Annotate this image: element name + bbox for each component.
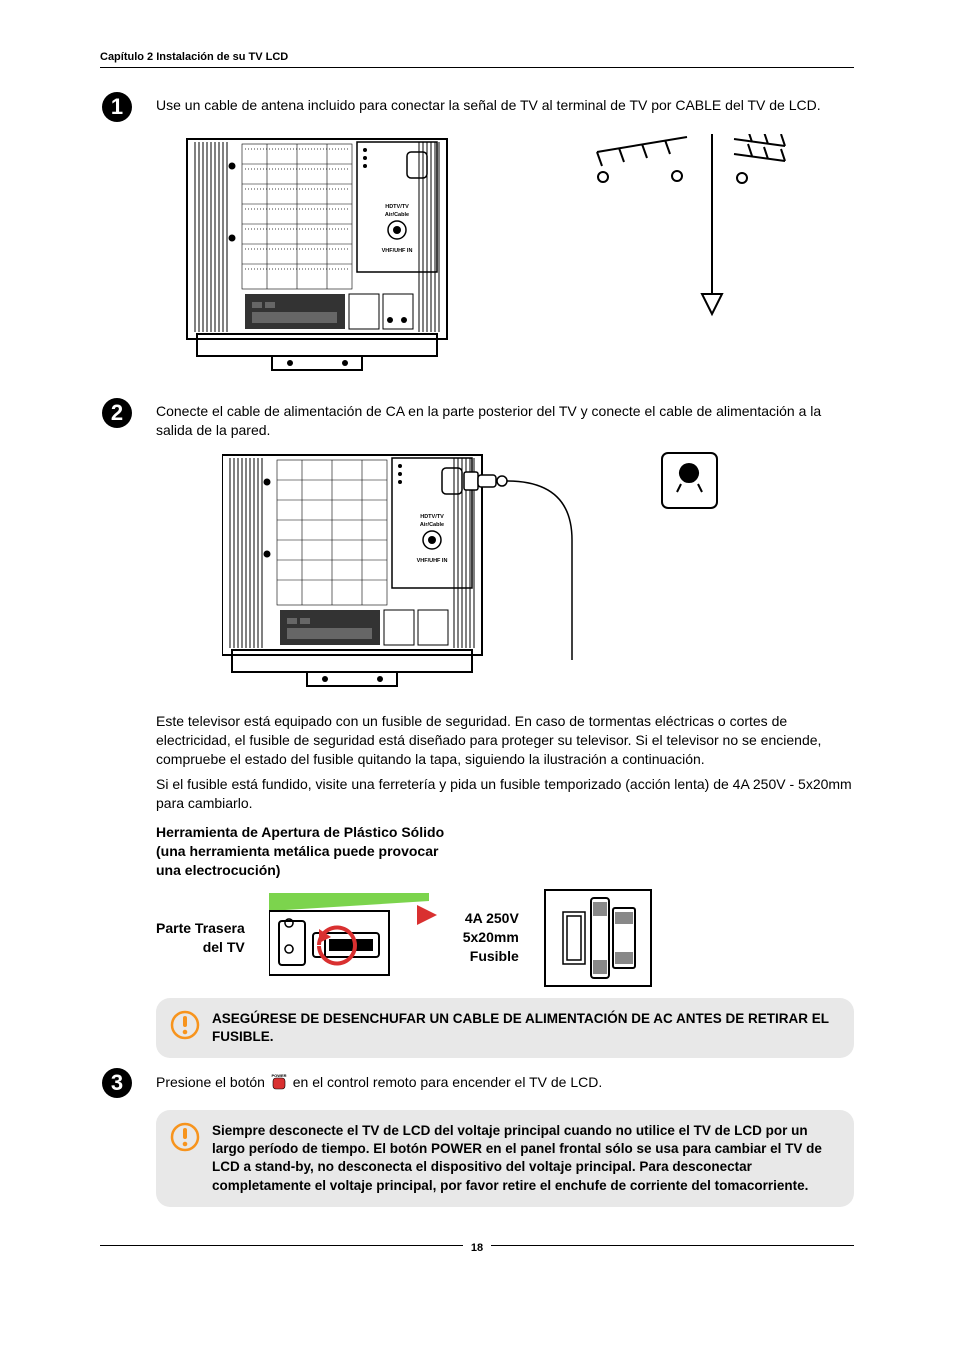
step-2-text: Conecte el cable de alimentación de CA e…	[156, 402, 854, 440]
step-2-fuse-text: Este televisor está equipado con un fusi…	[100, 712, 854, 769]
fuse-open-diagram	[269, 893, 439, 983]
step-2: 2 Conecte el cable de alimentación de CA…	[100, 402, 854, 440]
svg-text:HDTV/TV: HDTV/TV	[385, 204, 409, 210]
warning-power-text: Siempre desconecte el TV de LCD del volt…	[212, 1122, 838, 1195]
step-number-1: 1	[100, 90, 134, 124]
warning-callout-fuse: ASEGÚRESE DE DESENCHUFAR UN CABLE DE ALI…	[156, 998, 854, 1058]
step-number-2: 2	[100, 396, 134, 430]
chapter-header: Capítulo 2 Instalación de su TV LCD	[100, 50, 854, 68]
svg-text:3: 3	[111, 1070, 123, 1095]
warning-callout-power: Siempre desconecte el TV de LCD del volt…	[156, 1110, 854, 1207]
svg-text:Air/Cable: Air/Cable	[420, 522, 444, 528]
svg-text:POWER: POWER	[271, 1073, 286, 1078]
svg-text:VHF/UHF IN: VHF/UHF IN	[382, 248, 413, 254]
step-2-diagram: HDTV/TV Air/Cable VHF/UHF IN	[100, 450, 854, 695]
svg-text:Air/Cable: Air/Cable	[385, 212, 409, 218]
back-label-1: Parte Trasera	[156, 920, 245, 936]
svg-text:VHF/UHF IN: VHF/UHF IN	[417, 558, 448, 564]
fuse-spec-3: Fusible	[470, 948, 519, 964]
tool-label: Herramienta de Apertura de Plástico Sóli…	[156, 823, 466, 880]
warning-fuse-text: ASEGÚRESE DE DESENCHUFAR UN CABLE DE ALI…	[212, 1010, 838, 1046]
step-3: 3 Presione el botón POWER en el control …	[100, 1072, 854, 1100]
fuse-spec-2: 5x20mm	[463, 929, 519, 945]
step-2-fuse-text-2: Si el fusible está fundido, visite una f…	[100, 775, 854, 813]
svg-text:HDTV/TV: HDTV/TV	[420, 514, 444, 520]
step-1: 1 Use un cable de antena incluido para c…	[100, 96, 854, 124]
fuse-diagram-row: Parte Trasera del TV 4A 250V 5x20mm Fusi…	[100, 888, 854, 988]
page-footer: 18	[100, 1237, 854, 1256]
step-number-3: 3	[100, 1066, 134, 1100]
page-number: 18	[463, 1241, 491, 1256]
step-3-text: Presione el botón POWER en el control re…	[156, 1072, 854, 1095]
back-label-2: del TV	[203, 939, 245, 955]
step-1-text: Use un cable de antena incluido para con…	[156, 96, 854, 115]
step-1-diagram: HDTV/TV Air/Cable VHF/UHF IN	[100, 134, 854, 384]
warning-icon	[170, 1122, 200, 1152]
fuse-cartridge-diagram	[543, 888, 653, 988]
svg-text:1: 1	[111, 94, 123, 119]
power-button-icon: POWER	[269, 1072, 289, 1095]
svg-text:2: 2	[111, 400, 123, 425]
fuse-spec-1: 4A 250V	[465, 910, 519, 926]
warning-icon	[170, 1010, 200, 1040]
